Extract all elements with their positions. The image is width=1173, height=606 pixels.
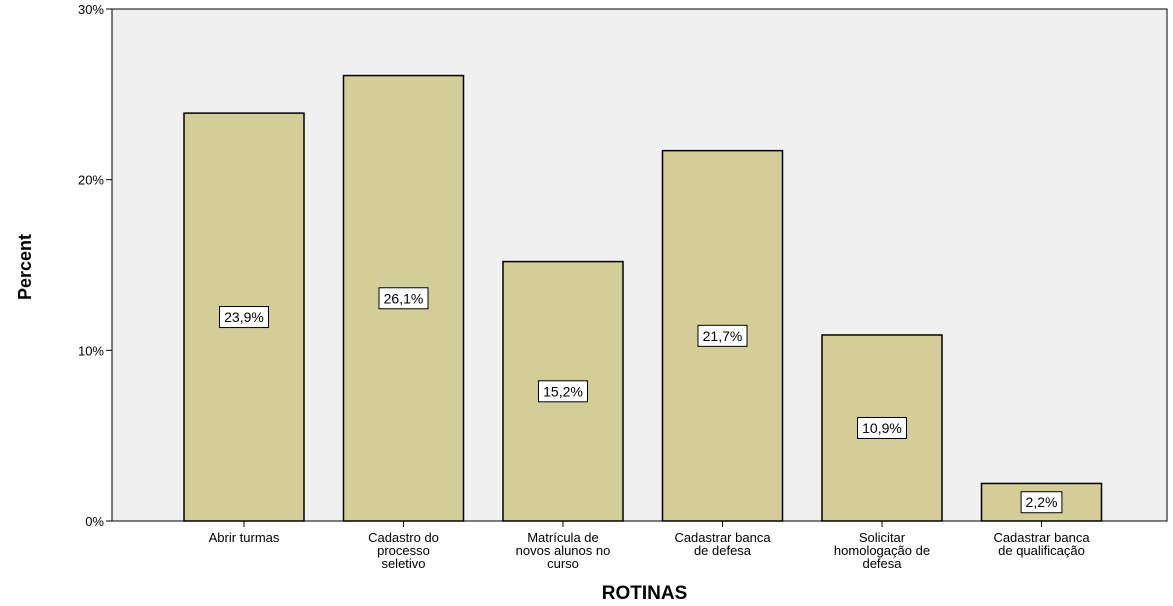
data-label-box [697,324,748,347]
y-tick-label: 10% [78,343,104,358]
data-label: 15,2% [543,383,583,399]
data-label: 23,9% [224,309,264,325]
y-axis-title: Percent [15,234,35,300]
data-label: 10,9% [862,420,902,436]
data-label-box [1020,491,1063,514]
data-label-box [219,306,269,329]
x-axis: Abrir turmas Cadastro do processo seletivo M… [209,521,1090,571]
y-tick-label: 20% [78,173,104,188]
y-tick-label: 30% [78,2,104,17]
data-label: 26,1% [384,290,424,306]
y-tick-label: 0% [85,514,104,529]
data-label: 21,7% [703,328,743,344]
x-tick-label: Abrir turmas [209,530,280,545]
x-axis-title: ROTINAS [602,583,688,604]
x-tick-label: Cadastrar banca de qualificação [993,530,1090,558]
y-axis: 0% 10% 20% 30% [78,2,112,529]
x-tick-label: Cadastrar banca de defesa [674,530,771,558]
x-tick-label: Solicitar homologação de defesa [834,530,930,571]
data-label-box [378,287,429,310]
data-label-box [538,380,588,403]
data-label-box [857,416,907,439]
data-label: 2,2% [1026,494,1058,510]
x-tick-label: Cadastro do processo seletivo [368,530,439,571]
x-tick-label: Matrícula de novos alunos no curso [516,530,611,571]
